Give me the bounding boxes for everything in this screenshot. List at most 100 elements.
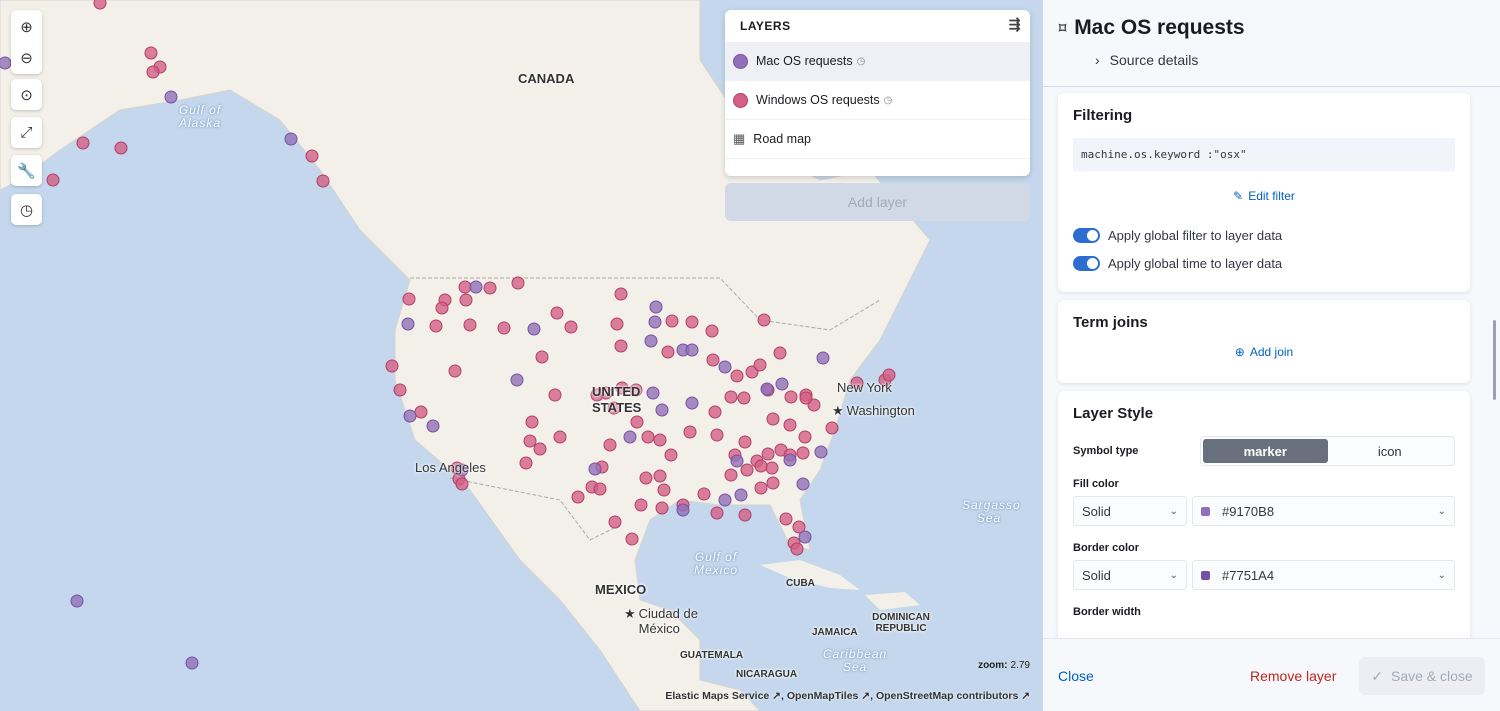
windows-request-point[interactable] (455, 477, 469, 491)
close-button[interactable]: Close (1058, 668, 1094, 684)
mac-request-point[interactable] (527, 322, 541, 336)
mac-request-point[interactable] (284, 132, 298, 146)
border-mode-select[interactable]: Solid ⌄ (1073, 560, 1187, 590)
windows-request-point[interactable] (783, 418, 797, 432)
windows-request-point[interactable] (550, 306, 564, 320)
windows-request-point[interactable] (614, 287, 628, 301)
windows-request-point[interactable] (553, 430, 567, 444)
mac-request-point[interactable] (685, 396, 699, 410)
add-layer-button[interactable]: Add layer (725, 183, 1030, 221)
windows-request-point[interactable] (761, 447, 775, 461)
windows-request-point[interactable] (458, 280, 472, 294)
set-view-icon[interactable]: ⊙ (20, 86, 33, 104)
windows-request-point[interactable] (753, 358, 767, 372)
mac-request-point[interactable] (426, 419, 440, 433)
mac-request-point[interactable] (718, 493, 732, 507)
windows-request-point[interactable] (724, 390, 738, 404)
windows-request-point[interactable] (724, 468, 738, 482)
windows-request-point[interactable] (114, 141, 128, 155)
windows-request-point[interactable] (402, 292, 416, 306)
windows-request-point[interactable] (790, 542, 804, 556)
mac-request-point[interactable] (760, 382, 774, 396)
mac-request-point[interactable] (783, 453, 797, 467)
windows-request-point[interactable] (385, 359, 399, 373)
scrollbar[interactable] (1493, 320, 1496, 400)
edit-filter-button[interactable]: ✎ Edit filter (1073, 189, 1455, 203)
windows-request-point[interactable] (710, 428, 724, 442)
windows-request-point[interactable] (766, 412, 780, 426)
windows-request-point[interactable] (46, 173, 60, 187)
windows-request-point[interactable] (316, 174, 330, 188)
windows-request-point[interactable] (757, 313, 771, 327)
windows-request-point[interactable] (497, 321, 511, 335)
windows-request-point[interactable] (93, 0, 107, 10)
toggle[interactable] (1073, 227, 1100, 243)
mac-request-point[interactable] (644, 334, 658, 348)
collapse-panel-icon[interactable]: ⇶ (1008, 16, 1021, 32)
windows-request-point[interactable] (661, 345, 675, 359)
windows-request-point[interactable] (850, 376, 864, 390)
windows-request-point[interactable] (708, 405, 722, 419)
windows-request-point[interactable] (779, 512, 793, 526)
windows-request-point[interactable] (615, 381, 629, 395)
windows-request-point[interactable] (548, 388, 562, 402)
windows-request-point[interactable] (754, 481, 768, 495)
mac-request-point[interactable] (469, 280, 483, 294)
windows-request-point[interactable] (784, 390, 798, 404)
windows-request-point[interactable] (641, 430, 655, 444)
toggle[interactable] (1073, 255, 1100, 271)
remove-layer-button[interactable]: Remove layer (1250, 668, 1337, 684)
windows-request-point[interactable] (792, 520, 806, 534)
windows-request-point[interactable] (571, 490, 585, 504)
windows-request-point[interactable] (639, 471, 653, 485)
windows-request-point[interactable] (655, 501, 669, 515)
windows-request-point[interactable] (683, 425, 697, 439)
mac-request-point[interactable] (796, 477, 810, 491)
windows-request-point[interactable] (710, 506, 724, 520)
windows-request-point[interactable] (629, 383, 643, 397)
windows-request-point[interactable] (653, 469, 667, 483)
windows-request-point[interactable] (754, 459, 768, 473)
windows-request-point[interactable] (730, 369, 744, 383)
add-join-button[interactable]: ⊕ Add join (1073, 345, 1455, 359)
windows-request-point[interactable] (614, 339, 628, 353)
mac-request-point[interactable] (730, 454, 744, 468)
mac-request-point[interactable] (685, 343, 699, 357)
mac-request-point[interactable] (70, 594, 84, 608)
layer-item-road-map[interactable]: ▦ Road map (725, 120, 1030, 159)
mac-request-point[interactable] (775, 377, 789, 391)
global-time-switch[interactable]: Apply global time to layer data (1073, 249, 1455, 277)
mac-request-point[interactable] (655, 403, 669, 417)
zoom-in-button[interactable]: ⊕ (20, 18, 33, 36)
windows-request-point[interactable] (773, 346, 787, 360)
windows-request-point[interactable] (593, 482, 607, 496)
mac-request-point[interactable] (676, 503, 690, 517)
zoom-out-button[interactable]: ⊖ (20, 49, 33, 67)
windows-request-point[interactable] (653, 433, 667, 447)
windows-request-point[interactable] (607, 401, 621, 415)
windows-request-point[interactable] (765, 461, 779, 475)
windows-request-point[interactable] (535, 350, 549, 364)
windows-request-point[interactable] (665, 314, 679, 328)
symbol-marker-button[interactable]: marker (1203, 439, 1328, 463)
border-color-picker[interactable]: #7751A4 ⌄ (1192, 560, 1455, 590)
mac-request-point[interactable] (648, 315, 662, 329)
mac-request-point[interactable] (164, 90, 178, 104)
windows-request-point[interactable] (630, 415, 644, 429)
windows-request-point[interactable] (511, 276, 525, 290)
mac-request-point[interactable] (816, 351, 830, 365)
windows-request-point[interactable] (435, 301, 449, 315)
windows-request-point[interactable] (305, 149, 319, 163)
attribution[interactable]: Elastic Maps Service ↗, OpenMapTiles ↗, … (665, 690, 1030, 702)
mac-request-point[interactable] (646, 386, 660, 400)
windows-request-point[interactable] (76, 136, 90, 150)
windows-request-point[interactable] (610, 317, 624, 331)
timeslider-icon[interactable]: ◷ (19, 201, 34, 219)
windows-request-point[interactable] (738, 508, 752, 522)
windows-request-point[interactable] (697, 487, 711, 501)
mac-request-point[interactable] (510, 373, 524, 387)
windows-request-point[interactable] (625, 532, 639, 546)
windows-request-point[interactable] (738, 435, 752, 449)
windows-request-point[interactable] (603, 438, 617, 452)
mac-request-point[interactable] (588, 462, 602, 476)
